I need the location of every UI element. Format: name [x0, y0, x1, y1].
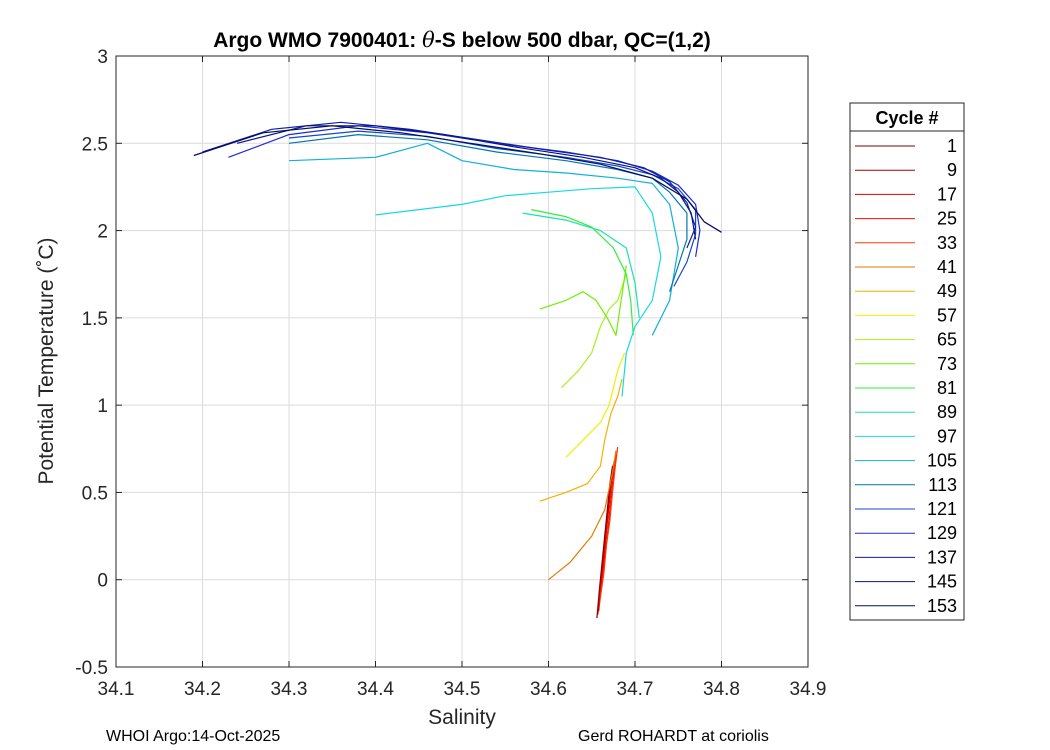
- x-tick-labels: 34.1 34.2 34.3 34.4 34.5 34.6 34.7 34.8 34.9: [98, 679, 827, 700]
- series-line-cycle-65: [561, 274, 627, 389]
- series-line-cycle-49: [539, 378, 623, 502]
- legend-label-1: 1: [947, 136, 957, 156]
- x-tick-label: 34.7: [617, 679, 654, 700]
- legend-label-17: 17: [937, 184, 957, 204]
- legend-label-129: 129: [927, 523, 957, 543]
- y-tick-labels: -0.5 0 0.5 1 1.5 2 2.5 3: [75, 47, 108, 679]
- legend: Cycle # 1 9 17 25 33 41 49 57 65 73 81 89 97 105 113 12…: [849, 102, 965, 621]
- legend-label-41: 41: [937, 257, 957, 277]
- y-tick-label: 2.5: [82, 134, 108, 155]
- series-line-cycle-81: [531, 209, 634, 336]
- series-line-cycle-97: [375, 186, 662, 397]
- legend-label-25: 25: [937, 209, 957, 229]
- y-tick-label: 0.5: [82, 483, 108, 504]
- y-tick-label: 1: [97, 396, 108, 417]
- y-tick-label: 0: [97, 571, 108, 592]
- y-tick-label: -0.5: [75, 658, 108, 679]
- legend-title: Cycle #: [875, 108, 938, 128]
- legend-label-57: 57: [937, 305, 957, 325]
- legend-label-9: 9: [947, 160, 957, 180]
- y-tick-label: 3: [97, 47, 108, 68]
- series-line-cycle-33: [599, 446, 619, 598]
- x-axis-label: Salinity: [428, 706, 496, 729]
- title-theta: θ: [422, 28, 435, 52]
- legend-label-153: 153: [927, 596, 957, 616]
- plot-series: [193, 121, 722, 619]
- axes-box: [115, 55, 809, 668]
- legend-label-145: 145: [927, 572, 957, 592]
- legend-label-105: 105: [927, 451, 957, 471]
- legend-items: 1 9 17 25 33 41 49 57 65 73 81 89 97 105 113 121 129 137 1…: [855, 136, 957, 616]
- series-line-cycle-137: [202, 121, 697, 249]
- legend-label-137: 137: [927, 547, 957, 567]
- series-line-cycle-145: [236, 125, 697, 240]
- series-line-cycle-41: [548, 450, 617, 581]
- title-suffix: -S below 500 dbar, QC=(1,2): [435, 29, 711, 52]
- legend-label-73: 73: [937, 354, 957, 374]
- series-line-cycle-105: [288, 142, 679, 336]
- x-tick-label: 34.8: [703, 679, 740, 700]
- x-tick-label: 34.3: [271, 679, 308, 700]
- series-line-cycle-57: [565, 352, 626, 458]
- y-axis-label: Potential Temperature (˚C): [35, 237, 58, 484]
- legend-label-89: 89: [937, 402, 957, 422]
- x-tick-label: 34.4: [357, 679, 394, 700]
- chart-title: Argo WMO 7900401: θ-S below 500 dbar, QC…: [213, 28, 711, 52]
- y-tick-label: 2: [97, 222, 108, 243]
- legend-label-81: 81: [937, 378, 957, 398]
- legend-box: [849, 102, 965, 621]
- x-tick-label: 34.2: [184, 679, 221, 700]
- legend-label-121: 121: [927, 499, 957, 519]
- footer-right: Gerd ROHARDT at coriolis: [578, 728, 769, 745]
- legend-label-33: 33: [937, 233, 957, 253]
- x-tick-label: 34.9: [790, 679, 827, 700]
- title-prefix: Argo WMO 7900401:: [213, 29, 422, 52]
- legend-label-65: 65: [937, 330, 957, 350]
- legend-label-113: 113: [928, 475, 957, 495]
- legend-label-49: 49: [937, 281, 957, 301]
- series-line-cycle-153: [193, 125, 722, 233]
- x-tick-label: 34.1: [98, 679, 135, 700]
- x-tick-label: 34.5: [444, 679, 481, 700]
- legend-label-97: 97: [937, 426, 957, 446]
- series-line-cycle-73: [539, 265, 627, 336]
- y-tick-label: 1.5: [82, 309, 108, 330]
- footer-left: WHOI Argo:14-Oct-2025: [106, 728, 280, 745]
- series-line-cycle-25: [598, 453, 617, 605]
- series-line-cycle-89: [522, 212, 640, 318]
- x-tick-label: 34.6: [530, 679, 567, 700]
